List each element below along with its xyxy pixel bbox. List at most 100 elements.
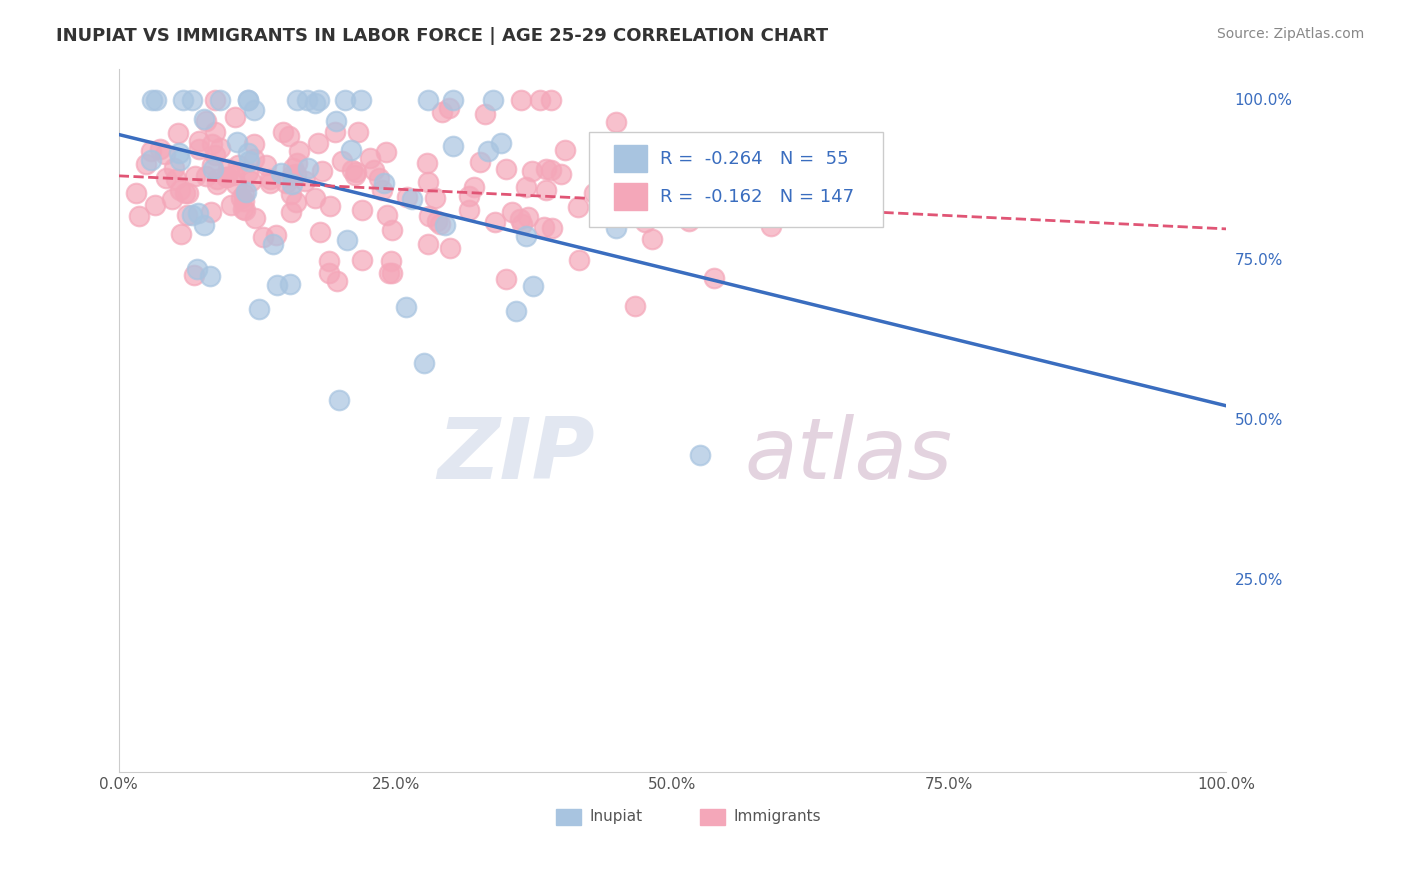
Point <box>439 242 461 256</box>
Point <box>336 233 359 247</box>
Text: 100.0%: 100.0% <box>1234 93 1292 108</box>
Point <box>169 227 191 241</box>
Point <box>344 165 367 179</box>
Point <box>271 125 294 139</box>
Point <box>145 94 167 108</box>
Point <box>540 221 562 235</box>
Point <box>285 195 308 210</box>
Point <box>226 158 249 172</box>
Point <box>330 154 353 169</box>
Point <box>533 220 555 235</box>
Text: Immigrants: Immigrants <box>734 809 821 824</box>
Point <box>270 166 292 180</box>
Point <box>363 163 385 178</box>
Point <box>243 152 266 166</box>
Point <box>238 94 260 108</box>
Point <box>318 254 340 268</box>
Point <box>517 211 540 225</box>
Point <box>259 172 281 186</box>
Point <box>297 161 319 175</box>
Point <box>731 140 754 154</box>
Point <box>180 208 202 222</box>
Point <box>352 202 374 217</box>
Point <box>699 202 721 216</box>
Point <box>689 448 711 462</box>
Point <box>605 114 627 128</box>
Text: 50.0%: 50.0% <box>1234 413 1282 428</box>
Point <box>463 179 485 194</box>
Point <box>318 266 340 280</box>
Point <box>238 146 260 161</box>
Point <box>169 153 191 167</box>
Point <box>153 147 176 161</box>
Point <box>643 161 665 175</box>
Point <box>481 94 503 108</box>
Point <box>434 218 457 232</box>
Point <box>423 191 446 205</box>
Point <box>703 271 725 285</box>
Point <box>200 204 222 219</box>
Point <box>280 204 302 219</box>
Bar <box>614 145 647 172</box>
Point <box>243 103 266 118</box>
Point <box>135 157 157 171</box>
Point <box>352 252 374 267</box>
Point <box>441 139 464 153</box>
Point <box>232 194 254 208</box>
Point <box>536 183 558 197</box>
Point <box>678 214 700 228</box>
Point <box>529 94 551 108</box>
Point <box>540 94 562 108</box>
Point <box>188 134 211 148</box>
Point <box>416 156 439 170</box>
Point <box>515 180 537 194</box>
Point <box>288 144 311 158</box>
Point <box>373 176 395 190</box>
Point <box>183 268 205 283</box>
Point <box>328 392 350 407</box>
Point <box>634 215 657 229</box>
Bar <box>557 809 581 825</box>
Point <box>195 113 218 128</box>
Point <box>325 274 347 288</box>
Point <box>323 125 346 139</box>
Point <box>200 269 222 284</box>
Point <box>167 127 190 141</box>
Text: Inupiat: Inupiat <box>589 809 643 824</box>
Point <box>280 186 302 201</box>
Point <box>238 153 260 168</box>
Point <box>624 299 647 313</box>
Bar <box>700 809 724 825</box>
Bar <box>614 183 647 210</box>
Point <box>568 253 591 268</box>
Point <box>235 185 257 199</box>
Point <box>201 137 224 152</box>
Point <box>217 161 239 176</box>
Text: R =  -0.162   N = 147: R = -0.162 N = 147 <box>661 187 855 205</box>
Point <box>600 179 623 194</box>
Point <box>160 192 183 206</box>
Point <box>554 143 576 157</box>
Point <box>128 209 150 223</box>
Point <box>347 125 370 139</box>
Point <box>204 147 226 161</box>
Text: 25.0%: 25.0% <box>1234 573 1282 588</box>
Point <box>474 107 496 121</box>
Point <box>254 158 277 172</box>
Point <box>236 164 259 178</box>
Point <box>308 94 330 108</box>
Point <box>378 267 401 281</box>
Point <box>484 215 506 229</box>
Point <box>186 262 208 277</box>
Point <box>505 304 527 318</box>
Point <box>669 185 692 199</box>
Point <box>583 186 606 200</box>
Point <box>429 217 451 231</box>
Point <box>603 169 626 184</box>
Point <box>439 101 461 115</box>
Point <box>343 168 366 182</box>
Point <box>375 208 398 222</box>
Point <box>307 136 329 151</box>
Point <box>304 95 326 110</box>
Point <box>284 167 307 181</box>
